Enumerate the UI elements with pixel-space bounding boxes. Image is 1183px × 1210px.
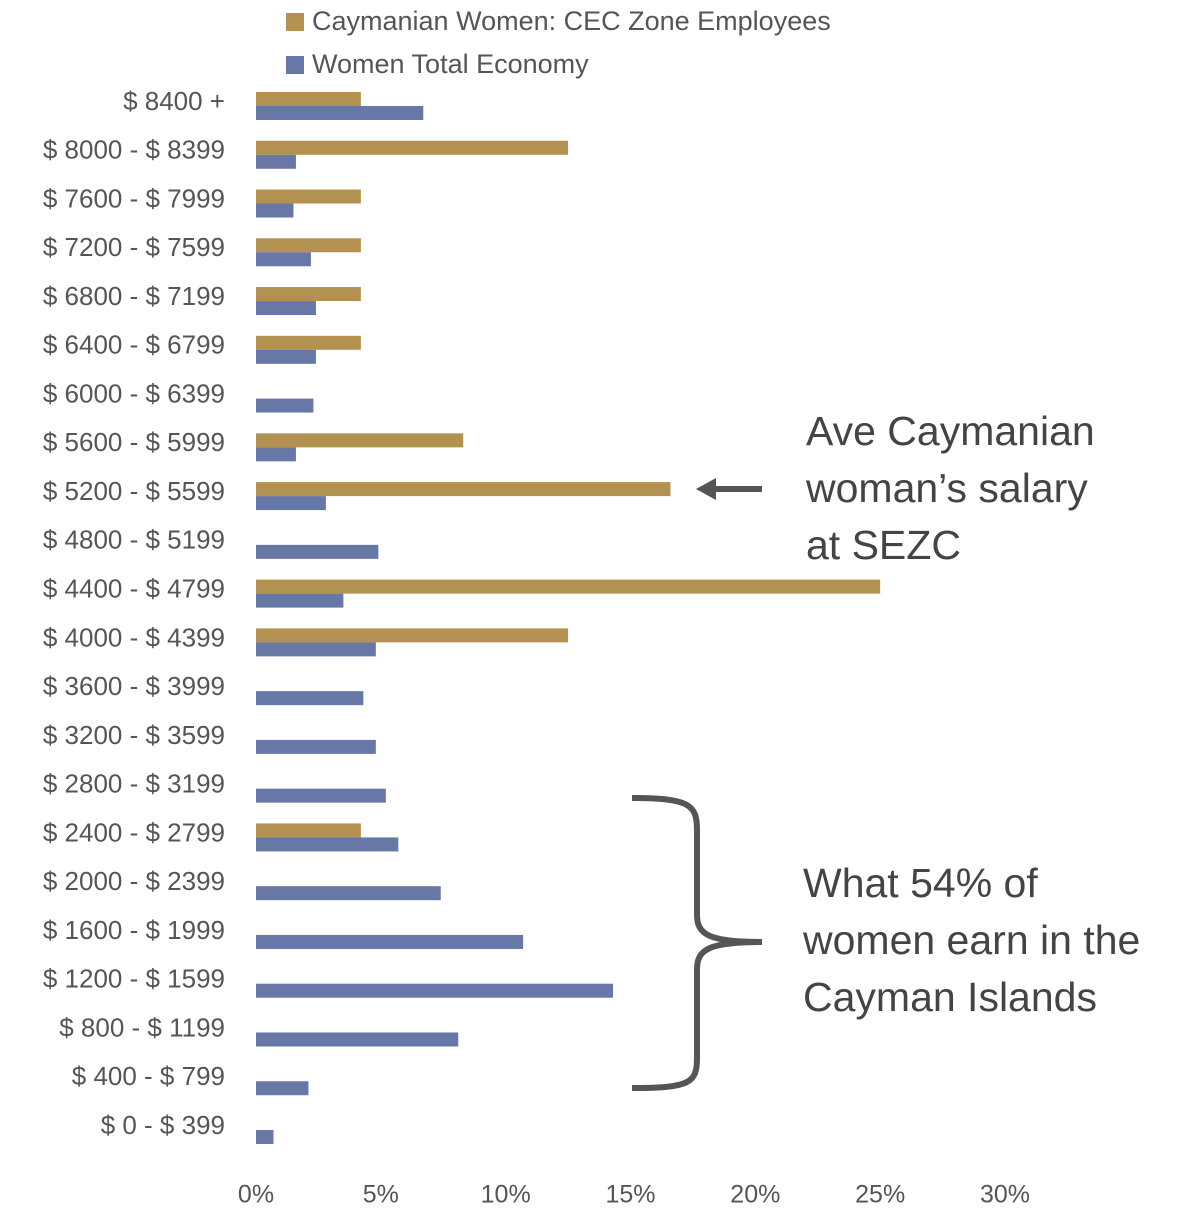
bar — [256, 349, 316, 364]
y-tick-label: $ 800 - $ 1199 — [59, 1012, 225, 1042]
x-tick-label: 25% — [855, 1181, 905, 1209]
y-tick-label: $ 7200 - $ 7599 — [43, 232, 225, 262]
bar — [256, 983, 614, 998]
y-tick-label: $ 3600 - $ 3999 — [43, 671, 225, 701]
bar — [256, 252, 311, 267]
y-tick-label: $ 2400 - $ 2799 — [43, 817, 225, 847]
x-tick-label: 20% — [730, 1181, 780, 1209]
x-tick-label: 15% — [605, 1181, 655, 1209]
legend-swatch — [286, 13, 304, 31]
x-tick-label: 10% — [481, 1181, 531, 1209]
y-tick-label: $ 4400 - $ 4799 — [43, 573, 225, 603]
bar — [256, 642, 376, 657]
bar — [256, 823, 361, 838]
y-tick-label: $ 400 - $ 799 — [72, 1061, 225, 1091]
legend-label: Women Total Economy — [312, 49, 589, 79]
y-tick-label: $ 5200 - $ 5599 — [43, 476, 225, 506]
y-tick-label: $ 0 - $ 399 — [101, 1110, 225, 1140]
annotation: at SEZC — [806, 522, 961, 568]
bar — [256, 1032, 459, 1047]
legend-label: Caymanian Women: CEC Zone Employees — [312, 6, 831, 36]
bar — [256, 788, 386, 803]
legend-swatch — [286, 56, 304, 74]
bar — [256, 335, 361, 350]
bar — [256, 496, 326, 511]
bar — [256, 837, 399, 852]
y-tick-label: $ 6000 - $ 6399 — [43, 378, 225, 408]
y-tick-label: $ 2800 - $ 3199 — [43, 769, 225, 799]
y-tick-label: $ 6800 - $ 7199 — [43, 281, 225, 311]
y-tick-label: $ 7600 - $ 7999 — [43, 183, 225, 213]
bar — [256, 593, 344, 608]
y-tick-label: $ 6400 - $ 6799 — [43, 330, 225, 360]
bar — [256, 544, 379, 559]
annotation: women earn in the — [802, 917, 1140, 963]
bar — [256, 203, 294, 218]
y-tick-label: $ 3200 - $ 3599 — [43, 720, 225, 750]
bar — [256, 628, 569, 643]
annotation: Ave Caymanian — [806, 408, 1095, 454]
bar — [256, 238, 361, 253]
annotation: Cayman Islands — [803, 974, 1097, 1020]
y-tick-label: $ 4800 - $ 5199 — [43, 525, 225, 555]
annotation-arrowhead — [696, 478, 716, 500]
y-tick-label: $ 8400 + — [123, 86, 225, 116]
y-tick-label: $ 2000 - $ 2399 — [43, 866, 225, 896]
y-tick-label: $ 5600 - $ 5999 — [43, 427, 225, 457]
annotation: woman’s salary — [805, 465, 1088, 511]
annotation: What 54% of — [803, 860, 1038, 906]
bar — [256, 1130, 274, 1144]
x-tick-label: 0% — [238, 1181, 274, 1209]
bar — [256, 301, 316, 316]
bar — [256, 934, 524, 949]
y-tick-label: $ 1600 - $ 1999 — [43, 915, 225, 945]
y-tick-label: $ 1200 - $ 1599 — [43, 964, 225, 994]
bar — [256, 154, 296, 169]
bar — [256, 398, 314, 413]
x-tick-label: 5% — [363, 1181, 399, 1209]
bar — [256, 482, 671, 497]
y-tick-label: $ 4000 - $ 4399 — [43, 622, 225, 652]
bar — [256, 1081, 309, 1096]
bar — [256, 739, 376, 754]
bar — [256, 886, 441, 901]
bar — [256, 287, 361, 302]
annotation-brace — [631, 795, 763, 1091]
bar — [256, 106, 424, 120]
y-tick-label: $ 8000 - $ 8399 — [43, 135, 225, 165]
bar — [256, 433, 464, 448]
bar — [256, 189, 361, 204]
x-tick-label: 30% — [980, 1181, 1030, 1209]
bar — [256, 140, 569, 155]
bar — [256, 691, 364, 706]
bar — [256, 92, 361, 106]
bar — [256, 579, 881, 594]
bar — [256, 447, 296, 462]
